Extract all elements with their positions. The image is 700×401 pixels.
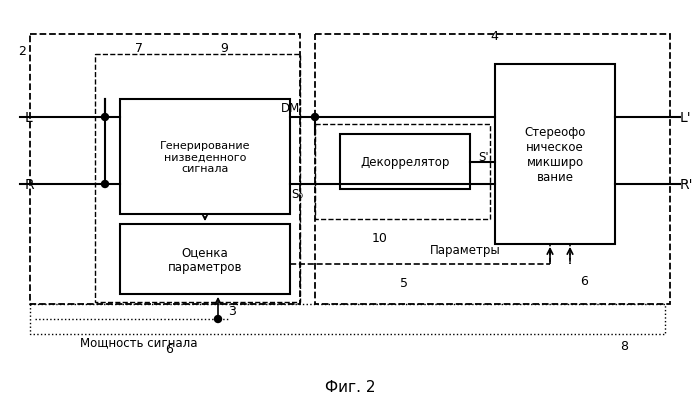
Bar — [120, 100, 290, 215]
Text: S': S' — [478, 151, 489, 164]
Circle shape — [214, 316, 221, 323]
Text: Фиг. 2: Фиг. 2 — [325, 380, 375, 395]
Bar — [95, 55, 300, 302]
Text: Декоррелятор: Декоррелятор — [360, 156, 449, 168]
Text: Мощность сигнала: Мощность сигнала — [80, 336, 197, 348]
Text: S₀: S₀ — [291, 188, 303, 201]
Bar — [120, 225, 290, 294]
Text: 10: 10 — [372, 231, 388, 244]
Text: 5: 5 — [400, 276, 408, 289]
Text: DM: DM — [281, 102, 300, 115]
Text: Генерирование
низведенного
сигнала: Генерирование низведенного сигнала — [160, 140, 251, 174]
Text: 8: 8 — [620, 339, 628, 352]
Text: Стереофо
ническое
микширо
вание: Стереофо ническое микширо вание — [524, 126, 586, 184]
Bar — [340, 135, 470, 190]
Bar — [30, 35, 300, 304]
Text: 6: 6 — [580, 274, 588, 287]
Bar — [315, 125, 490, 219]
Text: 7: 7 — [135, 42, 143, 55]
Text: 3: 3 — [228, 304, 236, 317]
Text: 6: 6 — [165, 342, 173, 356]
Text: 4: 4 — [490, 30, 498, 43]
Text: L: L — [25, 111, 33, 125]
Bar — [30, 304, 665, 334]
Circle shape — [102, 114, 108, 121]
Text: 2: 2 — [18, 45, 26, 58]
Circle shape — [312, 114, 318, 121]
Text: R: R — [25, 178, 34, 192]
Text: Параметры: Параметры — [430, 243, 500, 256]
Circle shape — [102, 181, 108, 188]
Bar — [495, 65, 615, 244]
Text: 9: 9 — [220, 42, 228, 55]
Text: L': L' — [680, 111, 692, 125]
Text: R': R' — [680, 178, 694, 192]
Text: Оценка
параметров: Оценка параметров — [168, 245, 242, 273]
Bar — [315, 35, 670, 304]
